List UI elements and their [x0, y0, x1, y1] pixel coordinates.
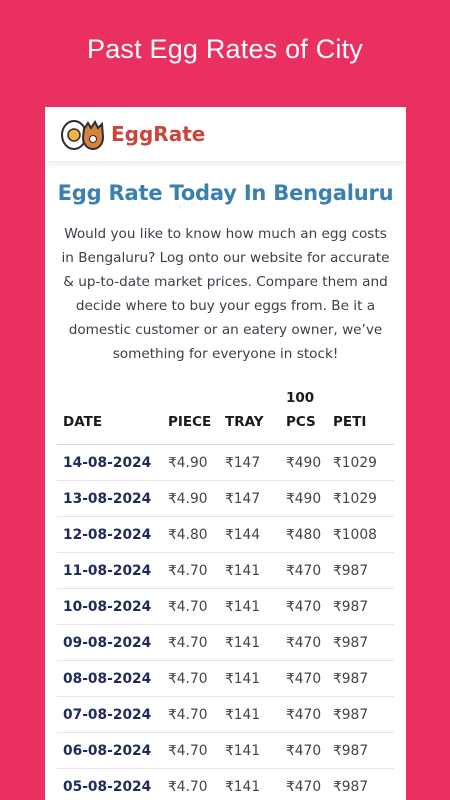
header-peti: PETI: [327, 386, 394, 445]
cell-peti: ₹987: [327, 696, 394, 733]
cell-piece: ₹4.80: [162, 516, 219, 553]
cell-piece: ₹4.70: [162, 768, 219, 800]
cell-piece: ₹4.70: [162, 696, 219, 733]
cell-100-pcs: ₹470: [280, 768, 327, 800]
cell-peti: ₹987: [327, 552, 394, 589]
table-header-row: DATE PIECE TRAY 100 PCS PETI: [57, 386, 394, 445]
cell-date[interactable]: 06-08-2024: [57, 732, 162, 769]
cell-100-pcs: ₹470: [280, 588, 327, 625]
cell-date[interactable]: 09-08-2024: [57, 624, 162, 661]
table-body: 14-08-2024 ₹4.90 ₹147 ₹490 ₹1029 13-08-2024 ₹4…: [57, 444, 394, 800]
table-row: 07-08-2024 ₹4.70 ₹141 ₹470 ₹987: [57, 696, 394, 733]
header-100-pcs: 100 PCS: [280, 386, 327, 445]
header-date: DATE: [57, 386, 162, 445]
cell-tray: ₹144: [219, 516, 280, 553]
cell-piece: ₹4.90: [162, 444, 219, 481]
cell-tray: ₹141: [219, 732, 280, 769]
table-row: 13-08-2024 ₹4.90 ₹147 ₹490 ₹1029: [57, 480, 394, 517]
egg-rates-table: DATE PIECE TRAY 100 PCS PETI 14-08-2024 ₹4…: [57, 386, 394, 800]
cell-100-pcs: ₹480: [280, 516, 327, 553]
cell-date[interactable]: 10-08-2024: [57, 588, 162, 625]
cell-100-pcs: ₹470: [280, 732, 327, 769]
cell-peti: ₹987: [327, 588, 394, 625]
cell-tray: ₹141: [219, 660, 280, 697]
cell-100-pcs: ₹490: [280, 444, 327, 481]
cell-date[interactable]: 08-08-2024: [57, 660, 162, 697]
cell-tray: ₹147: [219, 444, 280, 481]
header-tray: TRAY: [219, 386, 280, 445]
cell-tray: ₹147: [219, 480, 280, 517]
app-screen: EggRate Egg Rate Today In Bengaluru Woul…: [45, 107, 406, 800]
cell-date[interactable]: 05-08-2024: [57, 768, 162, 800]
table-row: 14-08-2024 ₹4.90 ₹147 ₹490 ₹1029: [57, 444, 394, 481]
cell-peti: ₹1029: [327, 480, 394, 517]
cell-tray: ₹141: [219, 696, 280, 733]
table-row: 10-08-2024 ₹4.70 ₹141 ₹470 ₹987: [57, 588, 394, 625]
cell-piece: ₹4.70: [162, 660, 219, 697]
cell-tray: ₹141: [219, 768, 280, 800]
cell-date[interactable]: 13-08-2024: [57, 480, 162, 517]
cell-date[interactable]: 14-08-2024: [57, 444, 162, 481]
cell-peti: ₹1029: [327, 444, 394, 481]
cell-100-pcs: ₹470: [280, 552, 327, 589]
cell-tray: ₹141: [219, 588, 280, 625]
banner-title: Past Egg Rates of City: [86, 34, 364, 64]
cell-piece: ₹4.90: [162, 480, 219, 517]
cell-tray: ₹141: [219, 552, 280, 589]
header-100-pcs-line1: 100: [286, 390, 315, 406]
brand-name[interactable]: EggRate: [111, 122, 206, 146]
header-100-pcs-line2: PCS: [286, 414, 316, 430]
header-piece: PIECE: [162, 386, 219, 445]
table-row: 05-08-2024 ₹4.70 ₹141 ₹470 ₹987: [57, 768, 394, 800]
cell-100-pcs: ₹470: [280, 660, 327, 697]
table-row: 11-08-2024 ₹4.70 ₹141 ₹470 ₹987: [57, 552, 394, 589]
cell-peti: ₹987: [327, 624, 394, 661]
cell-peti: ₹987: [327, 768, 394, 800]
page-title: Egg Rate Today In Bengaluru: [57, 181, 394, 205]
cell-100-pcs: ₹490: [280, 480, 327, 517]
cell-piece: ₹4.70: [162, 588, 219, 625]
app-header: EggRate: [45, 107, 406, 161]
cell-100-pcs: ₹470: [280, 696, 327, 733]
cell-date[interactable]: 07-08-2024: [57, 696, 162, 733]
main-content: Egg Rate Today In Bengaluru Would you li…: [45, 181, 406, 800]
cell-peti: ₹987: [327, 660, 394, 697]
table-row: 08-08-2024 ₹4.70 ₹141 ₹470 ₹987: [57, 660, 394, 697]
table-row: 12-08-2024 ₹4.80 ₹144 ₹480 ₹1008: [57, 516, 394, 553]
table-row: 09-08-2024 ₹4.70 ₹141 ₹470 ₹987: [57, 624, 394, 661]
cell-piece: ₹4.70: [162, 552, 219, 589]
cell-piece: ₹4.70: [162, 624, 219, 661]
cell-peti: ₹1008: [327, 516, 394, 553]
cell-piece: ₹4.70: [162, 732, 219, 769]
cell-100-pcs: ₹470: [280, 624, 327, 661]
cell-date[interactable]: 12-08-2024: [57, 516, 162, 553]
cell-date[interactable]: 11-08-2024: [57, 552, 162, 589]
table-row: 06-08-2024 ₹4.70 ₹141 ₹470 ₹987: [57, 732, 394, 769]
cell-tray: ₹141: [219, 624, 280, 661]
intro-text: Would you like to know how much an egg c…: [61, 226, 390, 362]
cell-peti: ₹987: [327, 732, 394, 769]
egg-logo-icon[interactable]: [59, 117, 105, 151]
